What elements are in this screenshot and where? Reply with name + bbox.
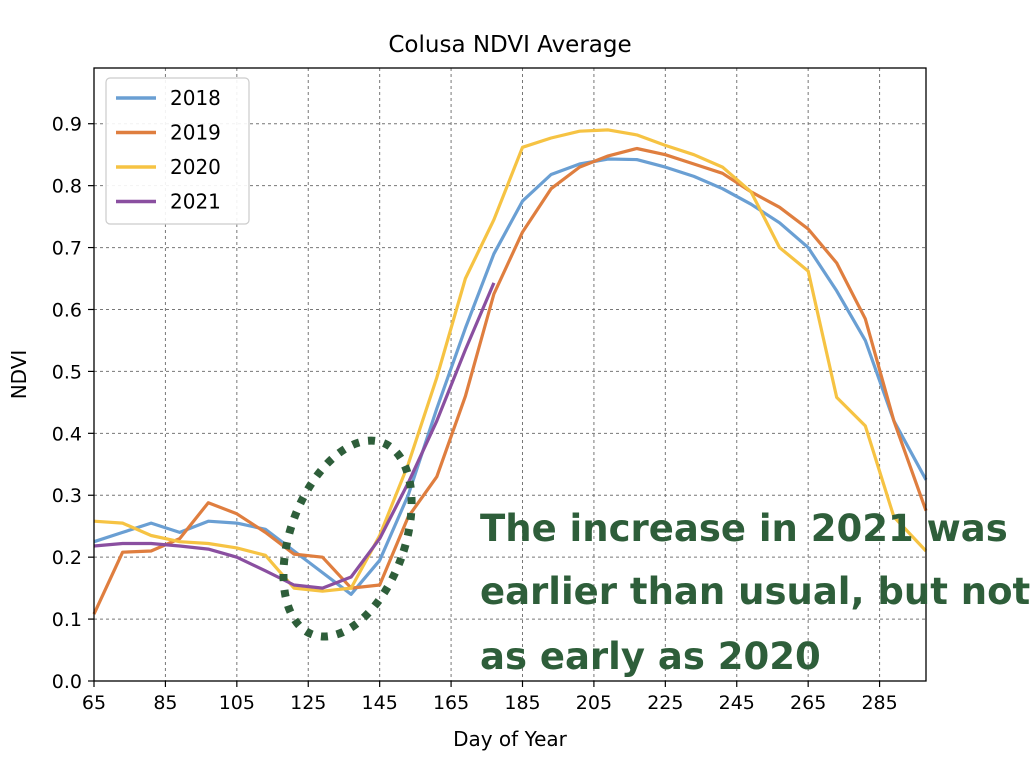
legend-label-2019: 2019	[170, 121, 221, 145]
y-tick-label: 0.8	[52, 176, 82, 198]
annotation-line-1: The increase in 2021 was	[480, 507, 1008, 550]
series-lines	[92, 128, 928, 615]
x-tick-label: 105	[219, 692, 255, 714]
axes: 65 85 105 125 145 165 185 205 225 245 265 285 0.0 0.1…	[52, 67, 927, 714]
y-axis-title: NDVI	[7, 350, 31, 400]
x-tick-label: 285	[861, 692, 897, 714]
legend-label-2018: 2018	[170, 86, 221, 110]
x-tick-label: 165	[433, 692, 469, 714]
y-tick-label: 0.0	[52, 671, 82, 693]
legend-label-2021: 2021	[170, 190, 221, 214]
y-tick-label: 0.2	[52, 547, 82, 569]
y-tick-label: 0.5	[52, 361, 82, 383]
legend-box	[105, 77, 250, 225]
x-tick-label: 265	[790, 692, 826, 714]
x-tick-label: 205	[576, 692, 612, 714]
annotation-line-2: earlier than usual, but not	[480, 570, 1030, 613]
x-tick-label: 245	[719, 692, 755, 714]
y-tick-label: 0.6	[52, 299, 82, 321]
series-line-2021	[93, 282, 496, 590]
annotation-ellipse	[279, 436, 416, 641]
x-tick-label: 225	[647, 692, 683, 714]
x-tick-label: 65	[82, 692, 106, 714]
plot-frame	[93, 67, 927, 682]
x-tick-label: 145	[362, 692, 398, 714]
annotation: The increase in 2021 was earlier than us…	[279, 436, 1030, 678]
y-tick-label: 0.9	[52, 114, 82, 136]
series-line-2020	[93, 128, 928, 593]
annotation-line-3: as early as 2020	[480, 635, 821, 678]
y-tick-label: 0.1	[52, 609, 82, 631]
chart-title: Colusa NDVI Average	[388, 32, 631, 58]
series-line-2019	[92, 146, 928, 615]
y-tick-label: 0.3	[52, 485, 82, 507]
y-tick-label: 0.7	[52, 238, 82, 260]
x-tick-label: 125	[290, 692, 326, 714]
x-axis-title: Day of Year	[453, 727, 568, 751]
x-tick-label: 85	[153, 692, 177, 714]
legend-label-2020: 2020	[170, 155, 221, 179]
legend: 2018 2019 2020 2021	[105, 77, 250, 225]
y-tick-label: 0.4	[52, 423, 82, 445]
x-tick-label: 185	[504, 692, 540, 714]
series-line-2018	[93, 157, 928, 596]
